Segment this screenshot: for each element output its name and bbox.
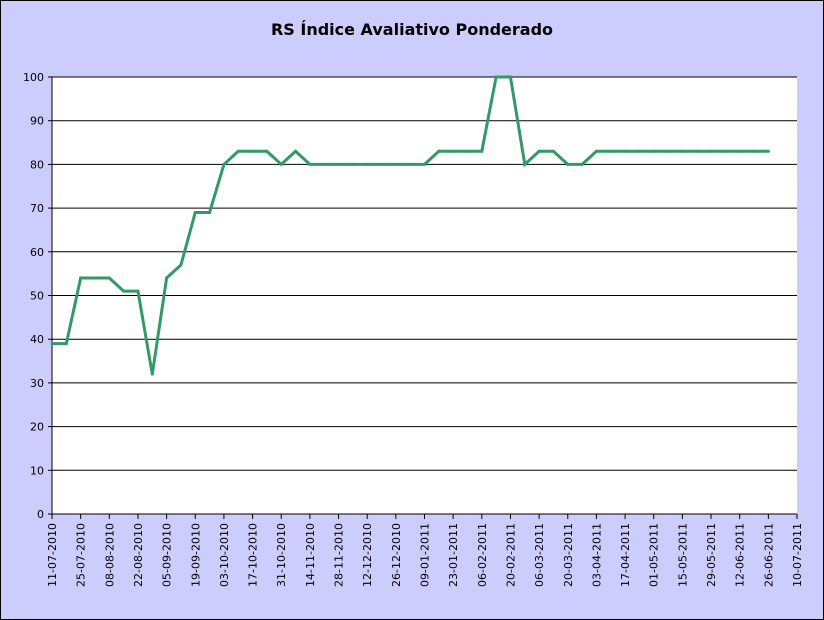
- data-point: [666, 149, 670, 153]
- x-tick-label: 15-05-2011: [676, 523, 689, 587]
- x-tick-label: 31-10-2010: [275, 523, 288, 587]
- data-point: [680, 149, 684, 153]
- y-tick-label: 0: [37, 508, 44, 521]
- x-tick-label: 01-05-2011: [648, 523, 661, 587]
- data-point: [437, 149, 441, 153]
- data-point: [351, 162, 355, 166]
- data-point: [423, 162, 426, 166]
- data-point: [122, 289, 126, 293]
- x-tick-label: 28-11-2010: [333, 523, 346, 587]
- data-point: [64, 342, 68, 346]
- y-tick-label: 50: [30, 290, 44, 303]
- data-point: [494, 75, 498, 79]
- x-tick-label: 10-07-2011: [791, 523, 804, 587]
- x-tick-label: 05-09-2010: [161, 523, 174, 587]
- data-point: [93, 276, 97, 280]
- data-point: [193, 210, 197, 214]
- data-point: [222, 162, 226, 166]
- x-tick-label: 09-01-2011: [419, 523, 432, 587]
- x-tick-label: 29-05-2011: [705, 523, 718, 587]
- data-point: [251, 149, 255, 153]
- x-tick-label: 17-10-2010: [247, 523, 260, 587]
- data-point: [394, 162, 398, 166]
- x-tick-label: 12-06-2011: [734, 523, 747, 587]
- data-point: [609, 149, 613, 153]
- data-point: [408, 162, 412, 166]
- y-tick-label: 40: [30, 333, 44, 346]
- data-point: [208, 210, 212, 214]
- y-tick-label: 60: [30, 246, 44, 259]
- data-point: [766, 149, 770, 153]
- x-tick-label: 06-03-2011: [533, 523, 546, 587]
- y-tick-label: 30: [30, 377, 44, 390]
- data-point: [623, 149, 627, 153]
- data-point: [136, 289, 140, 293]
- data-point: [580, 162, 584, 166]
- data-point: [637, 149, 641, 153]
- data-point: [107, 276, 111, 280]
- data-point: [537, 149, 541, 153]
- data-point: [79, 276, 83, 280]
- y-tick-label: 80: [30, 158, 44, 171]
- chart-title: RS Índice Avaliativo Ponderado: [270, 20, 554, 39]
- data-point: [738, 149, 742, 153]
- data-point: [150, 372, 154, 376]
- data-point: [50, 342, 54, 346]
- data-point: [165, 276, 169, 280]
- x-tick-label: 03-10-2010: [218, 523, 231, 587]
- y-tick-label: 10: [30, 464, 44, 477]
- data-point: [179, 263, 183, 267]
- data-point: [294, 149, 298, 153]
- x-tick-label: 14-11-2010: [304, 523, 317, 587]
- x-tick-label: 17-04-2011: [619, 523, 632, 587]
- data-point: [752, 149, 756, 153]
- x-tick-label: 11-07-2010: [46, 523, 59, 587]
- data-point: [652, 149, 656, 153]
- x-tick-label: 08-08-2010: [103, 523, 116, 587]
- y-tick-label: 100: [23, 71, 44, 84]
- data-point: [566, 162, 570, 166]
- data-point: [337, 162, 341, 166]
- x-tick-label: 26-06-2011: [762, 523, 775, 587]
- data-point: [236, 149, 240, 153]
- data-point: [365, 162, 369, 166]
- data-point: [723, 149, 727, 153]
- data-point: [308, 162, 312, 166]
- data-point: [451, 149, 455, 153]
- x-tick-label: 19-09-2010: [189, 523, 202, 587]
- data-point: [480, 149, 484, 153]
- data-point: [265, 149, 269, 153]
- x-tick-label: 25-07-2010: [75, 523, 88, 587]
- data-point: [551, 149, 555, 153]
- x-tick-label: 23-01-2011: [447, 523, 460, 587]
- y-tick-label: 20: [30, 421, 44, 434]
- x-tick-label: 12-12-2010: [361, 523, 374, 587]
- data-point: [523, 162, 527, 166]
- x-tick-label: 26-12-2010: [390, 523, 403, 587]
- data-point: [695, 149, 699, 153]
- data-point: [709, 149, 713, 153]
- y-tick-label: 90: [30, 115, 44, 128]
- x-tick-label: 06-02-2011: [476, 523, 489, 587]
- x-tick-label: 20-03-2011: [562, 523, 575, 587]
- x-tick-label: 03-04-2011: [590, 523, 603, 587]
- y-tick-label: 70: [30, 202, 44, 215]
- x-tick-label: 22-08-2010: [132, 523, 145, 587]
- data-point: [380, 162, 384, 166]
- x-tick-label: 20-02-2011: [504, 523, 517, 587]
- data-point: [594, 149, 598, 153]
- data-point: [508, 75, 512, 79]
- data-point: [279, 162, 283, 166]
- data-point: [322, 162, 326, 166]
- data-point: [465, 149, 469, 153]
